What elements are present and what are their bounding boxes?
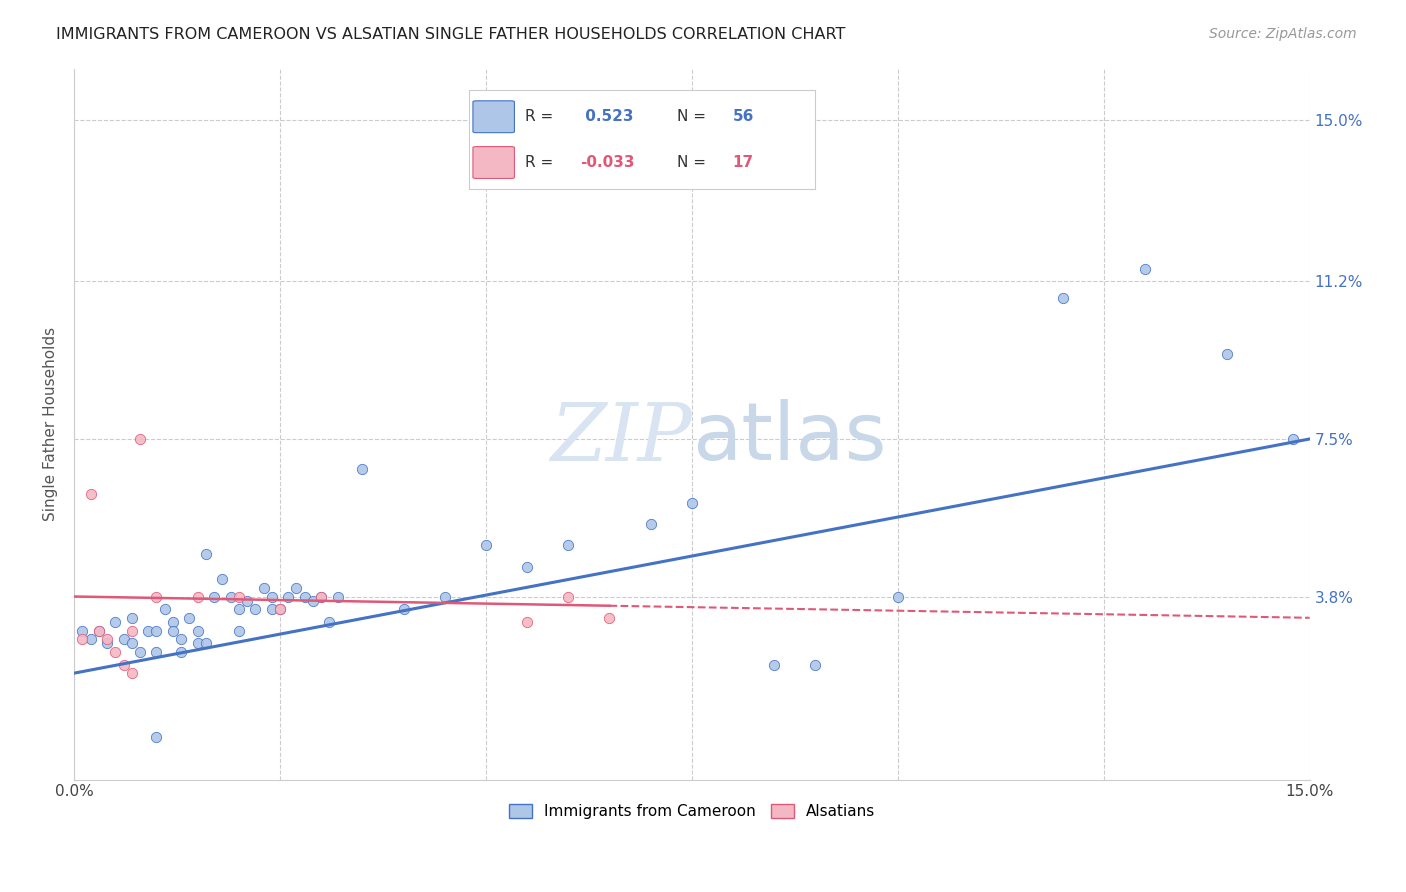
Point <box>294 590 316 604</box>
Point <box>104 645 127 659</box>
Point <box>121 666 143 681</box>
Point <box>302 594 325 608</box>
Point <box>598 611 620 625</box>
Point <box>79 487 101 501</box>
Point <box>285 581 308 595</box>
Point <box>145 730 167 744</box>
Point <box>1216 347 1239 361</box>
Point <box>211 573 233 587</box>
Point <box>260 590 283 604</box>
Point <box>1052 292 1074 306</box>
Point <box>318 615 340 629</box>
Point <box>96 632 118 646</box>
Point <box>145 590 167 604</box>
Point <box>475 538 498 552</box>
Point <box>121 611 143 625</box>
Point <box>96 636 118 650</box>
Point <box>112 657 135 672</box>
Point <box>79 632 101 646</box>
Point <box>162 624 184 638</box>
Point <box>129 645 152 659</box>
Text: IMMIGRANTS FROM CAMEROON VS ALSATIAN SINGLE FATHER HOUSEHOLDS CORRELATION CHART: IMMIGRANTS FROM CAMEROON VS ALSATIAN SIN… <box>56 27 845 42</box>
Point <box>194 636 217 650</box>
Point <box>252 581 274 595</box>
Point <box>245 602 267 616</box>
Point <box>326 590 349 604</box>
Point <box>309 590 332 604</box>
Point <box>194 547 217 561</box>
Point <box>170 645 193 659</box>
Y-axis label: Single Father Households: Single Father Households <box>44 327 58 521</box>
Point <box>179 611 201 625</box>
Point <box>187 590 209 604</box>
Point <box>228 624 250 638</box>
Point <box>269 602 291 616</box>
Point <box>219 590 242 604</box>
Point <box>516 615 538 629</box>
Point <box>112 632 135 646</box>
Point <box>121 636 143 650</box>
Point <box>228 590 250 604</box>
Point <box>269 602 291 616</box>
Point <box>187 624 209 638</box>
Text: atlas: atlas <box>692 400 886 477</box>
Point <box>187 636 209 650</box>
Point <box>277 590 299 604</box>
Point <box>202 590 225 604</box>
Point <box>681 496 703 510</box>
Point <box>153 602 176 616</box>
Point <box>887 590 910 604</box>
Point <box>72 624 94 638</box>
Point <box>557 590 579 604</box>
Point <box>121 624 143 638</box>
Point <box>87 624 110 638</box>
Point <box>145 624 167 638</box>
Point <box>236 594 259 608</box>
Point <box>392 602 415 616</box>
Point <box>1282 432 1305 446</box>
Point <box>352 462 374 476</box>
Point <box>309 590 332 604</box>
Point <box>763 657 786 672</box>
Point <box>136 624 159 638</box>
Point <box>87 624 110 638</box>
Point <box>804 657 827 672</box>
Text: ZIP: ZIP <box>550 400 692 477</box>
Legend: Immigrants from Cameroon, Alsatians: Immigrants from Cameroon, Alsatians <box>502 798 882 825</box>
Point <box>145 645 167 659</box>
Text: Source: ZipAtlas.com: Source: ZipAtlas.com <box>1209 27 1357 41</box>
Point <box>260 602 283 616</box>
Point <box>1133 261 1156 276</box>
Point <box>433 590 456 604</box>
Point <box>228 602 250 616</box>
Point <box>170 632 193 646</box>
Point <box>162 615 184 629</box>
Point <box>516 559 538 574</box>
Point <box>640 517 662 532</box>
Point <box>72 632 94 646</box>
Point <box>104 615 127 629</box>
Point <box>557 538 579 552</box>
Point <box>129 432 152 446</box>
